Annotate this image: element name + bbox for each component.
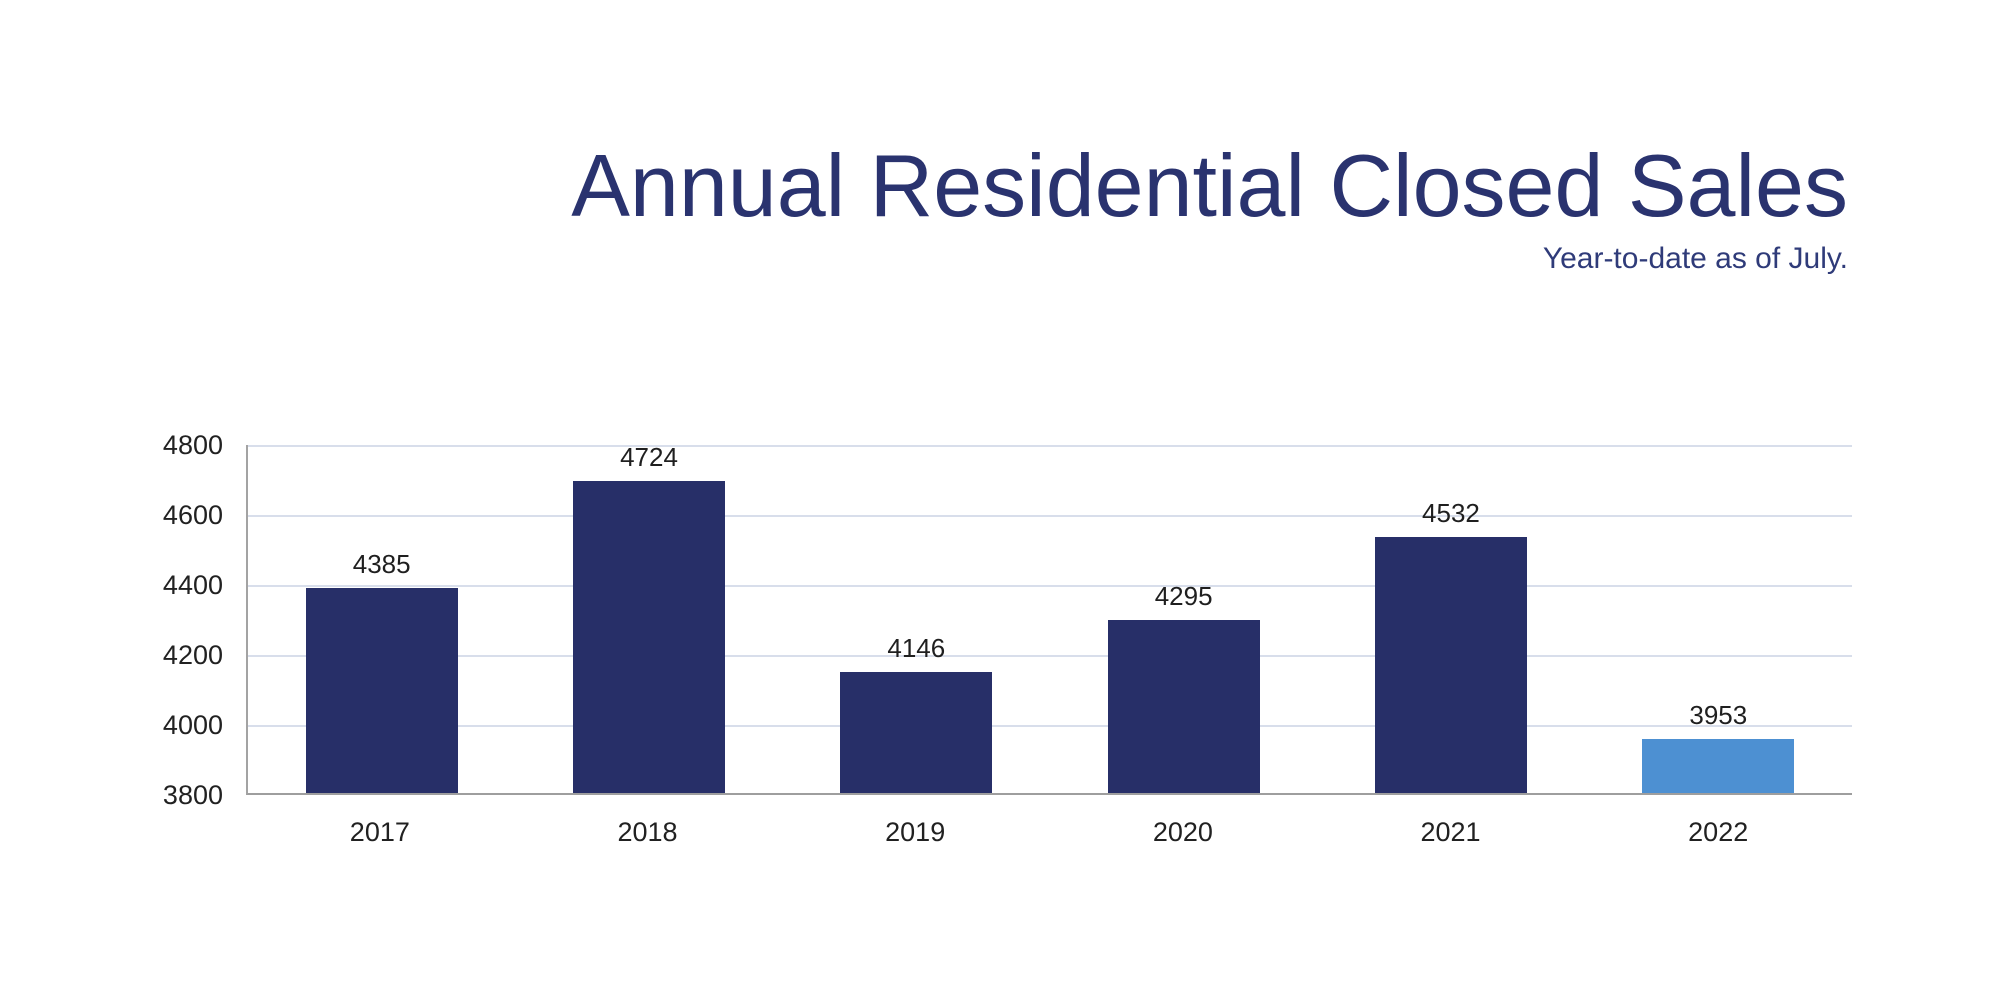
bar-value-label: 4532 [1422, 497, 1480, 528]
plot-area: 4385 4724 4146 4295 4532 3953 [246, 443, 1852, 795]
y-tick-label: 4600 [162, 500, 223, 530]
x-tick-label: 2019 [885, 817, 946, 847]
gridline [248, 445, 1852, 447]
bar-group: 4724 [515, 443, 782, 793]
bar-value-label: 4295 [1154, 580, 1213, 611]
x-tick-label: 2017 [349, 817, 410, 847]
x-tick-label: 2022 [1688, 817, 1749, 847]
y-tick-label: 4800 [162, 430, 223, 460]
x-tick-label: 2020 [1152, 817, 1213, 847]
bar-group: 4295 [1050, 443, 1317, 793]
x-tick-label: 2021 [1420, 817, 1481, 847]
bar-group: 3953 [1585, 443, 1852, 793]
y-tick-label: 4400 [162, 570, 223, 600]
bar [1374, 536, 1527, 793]
chart-title: Annual Residential Closed Sales [571, 136, 1848, 235]
bar-value-label: 4724 [620, 442, 678, 472]
bar [572, 481, 725, 793]
gridline [248, 515, 1852, 517]
bars-row: 4385 4724 4146 4295 4532 3953 [248, 443, 1852, 793]
bar [1642, 739, 1795, 793]
bar-group: 4532 [1317, 443, 1584, 793]
bar-value-label: 4385 [352, 549, 411, 580]
gridline [248, 725, 1852, 727]
gridline [248, 655, 1852, 657]
y-tick-label: 4000 [162, 710, 223, 740]
bar [1107, 619, 1260, 793]
y-tick-label: 4200 [162, 640, 223, 670]
bar-chart: 4800 4600 4400 4200 4000 3800 4385 4724 4146 429… [150, 431, 1852, 871]
chart-subtitle: Year-to-date as of July. [1542, 242, 1848, 275]
y-tick-label: 3800 [162, 780, 223, 810]
bar-group: 4385 [248, 443, 515, 793]
gridline [248, 585, 1852, 587]
bar-value-label: 4146 [887, 632, 946, 663]
x-axis-labels: 2017 2018 2019 2020 2021 2022 [246, 817, 1852, 847]
bar-value-label: 3953 [1689, 700, 1748, 731]
x-tick-label: 2018 [617, 817, 678, 847]
bar [305, 588, 458, 793]
bar-group: 4146 [783, 443, 1050, 793]
bar [840, 671, 993, 793]
